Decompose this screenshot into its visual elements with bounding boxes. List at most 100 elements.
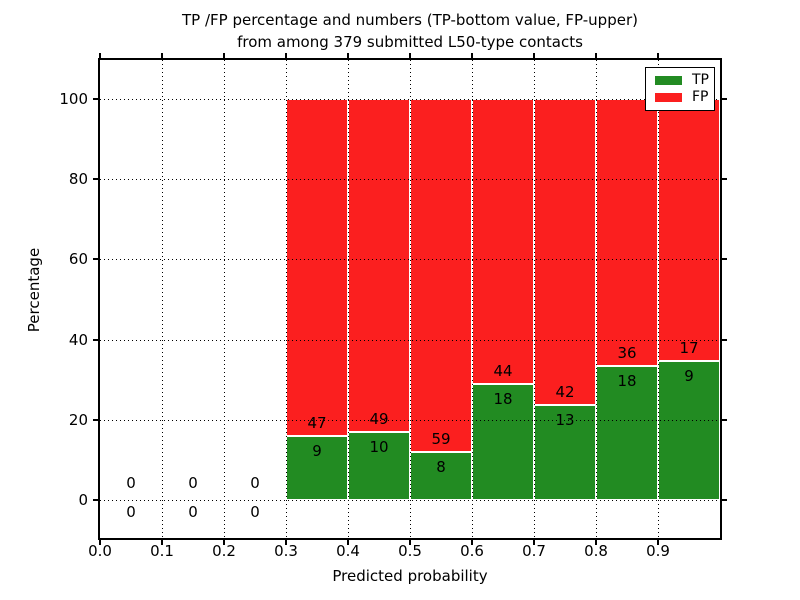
y-tick-right — [722, 499, 727, 501]
fp-count-label: 44 — [493, 361, 513, 380]
tp-count-label: 0 — [126, 503, 136, 521]
fp-count-label: 49 — [369, 410, 389, 429]
bar-tp-segment — [348, 432, 410, 500]
tp-count-label: 18 — [617, 372, 637, 391]
x-tick-bottom — [223, 540, 225, 545]
fp-count-label: 0 — [250, 474, 260, 492]
y-tick-label: 40 — [68, 330, 88, 349]
x-tick-bottom — [533, 540, 535, 545]
y-tick-right — [722, 98, 727, 100]
legend-item-tp: TP — [655, 72, 714, 89]
x-tick-bottom — [595, 540, 597, 545]
bar-fp-segment — [472, 99, 534, 384]
bar-fp-segment — [410, 99, 472, 453]
x-gridline — [286, 60, 287, 538]
chart-title-line2: from among 379 submitted L50-type contac… — [237, 33, 583, 51]
x-tick-label: 0.5 — [398, 542, 422, 560]
x-tick-top — [657, 53, 659, 58]
x-tick-top — [595, 53, 597, 58]
x-tick-label: 0.2 — [212, 542, 236, 560]
tp-count-label: 13 — [555, 411, 575, 430]
x-tick-top — [223, 53, 225, 58]
x-tick-bottom — [657, 540, 659, 545]
y-tick-left — [93, 258, 98, 261]
y-tick-left — [93, 499, 98, 501]
x-tick-label: 0.1 — [150, 542, 174, 560]
x-tick-label: 0.0 — [88, 542, 112, 560]
fp-count-label: 0 — [188, 474, 198, 492]
y-tick-right — [722, 338, 727, 341]
bar-tp-segment — [534, 405, 596, 500]
x-tick-top — [409, 53, 411, 58]
chart-title: TP /FP percentage and numbers (TP-bottom… — [88, 9, 732, 53]
fp-count-label: 47 — [307, 413, 327, 432]
plot-frame: Predicted probability Percentage TP FP 0… — [25, 53, 727, 585]
legend: TP FP — [645, 67, 715, 111]
x-gridline — [472, 60, 473, 538]
x-tick-bottom — [161, 540, 163, 545]
x-tick-bottom — [409, 540, 411, 545]
x-tick-bottom — [285, 540, 287, 545]
tp-count-label: 8 — [436, 458, 446, 477]
x-gridline — [162, 60, 163, 538]
x-tick-top — [533, 53, 535, 58]
y-tick-label: 80 — [68, 170, 88, 189]
x-tick-label: 0.6 — [460, 542, 484, 560]
y-tick-right — [722, 258, 727, 261]
x-axis-label: Predicted probability — [332, 567, 488, 585]
tp-count-label: 18 — [493, 389, 513, 408]
legend-item-fp: FP — [655, 89, 714, 106]
y-tick-label: 60 — [68, 250, 88, 269]
chart-title-line1: TP /FP percentage and numbers (TP-bottom… — [182, 11, 638, 29]
bar-fp-segment — [348, 99, 410, 433]
tp-count-label: 9 — [312, 441, 322, 460]
y-tick-label: 0 — [78, 491, 88, 509]
x-tick-bottom — [99, 540, 101, 545]
legend-label-fp: FP — [692, 89, 709, 105]
tp-count-label: 0 — [188, 503, 198, 521]
y-tick-left — [93, 338, 98, 341]
x-gridline — [658, 60, 659, 538]
fp-count-label: 42 — [555, 383, 575, 402]
fp-count-label: 0 — [126, 474, 136, 492]
y-tick-label: 100 — [59, 90, 88, 108]
tp-count-label: 10 — [369, 438, 389, 457]
y-tick-left — [93, 418, 98, 421]
bar-fp-segment — [596, 99, 658, 367]
x-tick-top — [161, 53, 163, 58]
x-tick-label: 0.7 — [522, 542, 546, 560]
x-gridline — [534, 60, 535, 538]
legend-label-tp: TP — [692, 72, 709, 88]
bar-tp-segment — [658, 361, 720, 500]
x-tick-top — [471, 53, 473, 58]
fp-count-label: 17 — [679, 339, 699, 358]
fp-count-label: 59 — [431, 430, 451, 449]
x-tick-bottom — [471, 540, 473, 545]
y-tick-right — [722, 178, 727, 181]
fp-swatch-icon — [655, 93, 682, 102]
x-tick-label: 0.8 — [584, 542, 608, 560]
bar-fp-segment — [534, 99, 596, 406]
x-tick-label: 0.3 — [274, 542, 298, 560]
bar-tp-segment — [472, 383, 534, 500]
bar-fp-segment — [658, 99, 720, 362]
x-gridline — [410, 60, 411, 538]
x-tick-bottom — [347, 540, 349, 545]
x-tick-label: 0.9 — [646, 542, 670, 560]
y-tick-right — [722, 418, 727, 421]
tp-count-label: 9 — [684, 367, 694, 386]
x-tick-label: 0.4 — [336, 542, 360, 560]
bar-tp-segment — [410, 452, 472, 500]
y-tick-label: 20 — [68, 410, 88, 429]
tp-swatch-icon — [655, 76, 682, 85]
y-tick-left — [93, 178, 98, 181]
x-tick-top — [285, 53, 287, 58]
x-gridline — [348, 60, 349, 538]
y-axis-label: Percentage — [25, 247, 43, 333]
x-gridline — [224, 60, 225, 538]
y-tick-left — [93, 98, 98, 100]
fp-count-label: 36 — [617, 344, 637, 363]
x-tick-top — [99, 53, 101, 58]
bar-fp-segment — [286, 99, 348, 436]
